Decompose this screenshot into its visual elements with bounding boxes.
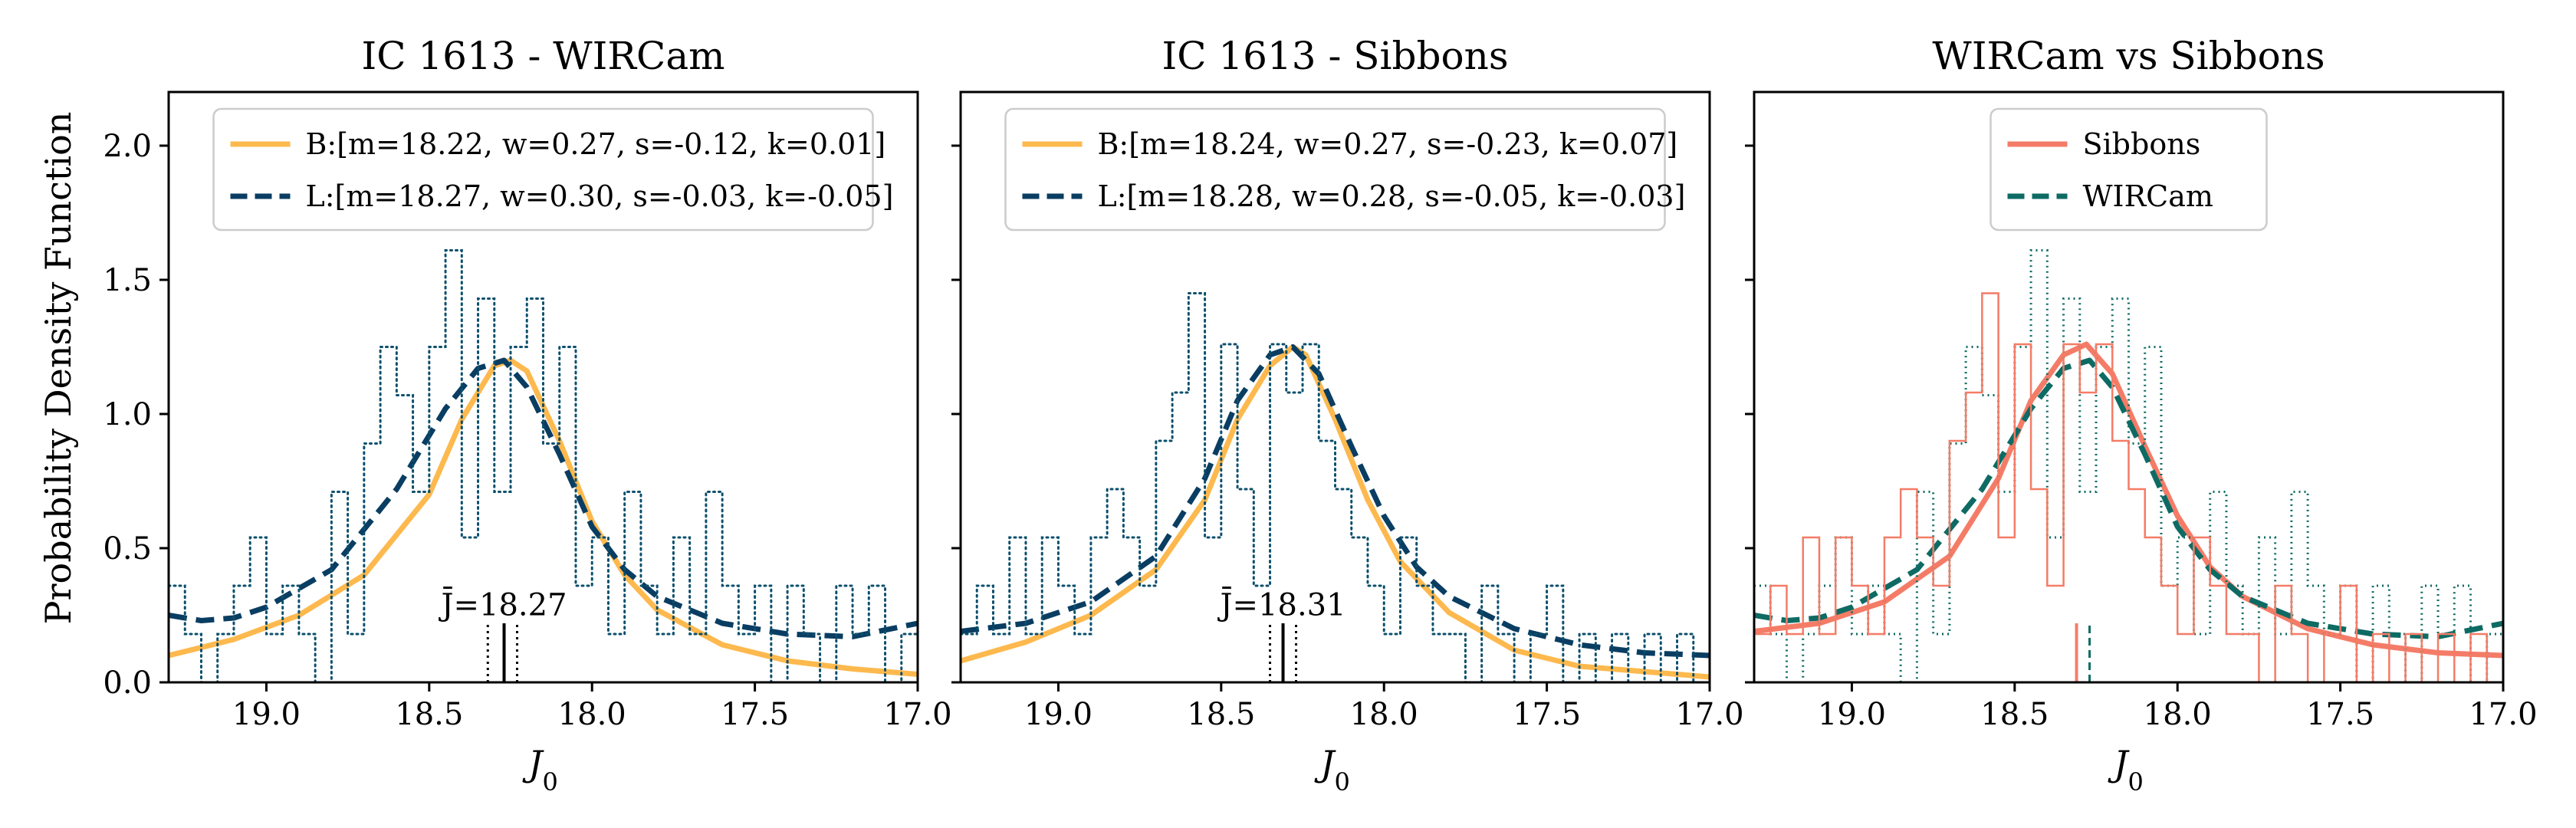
legend-label: B:[m=18.24, w=0.27, s=-0.23, k=0.07] [1098, 127, 1678, 161]
histogram-step-wircam [1754, 249, 2503, 682]
legend-label: WIRCam [2083, 179, 2213, 213]
series-line-2 [1754, 357, 2503, 639]
x-tick-label: 18.0 [558, 697, 626, 732]
legend-label: B:[m=18.22, w=0.27, s=-0.12, k=0.01] [306, 127, 886, 161]
y-tick-label: 0.5 [103, 531, 152, 567]
panel-title: WIRCam vs Sibbons [1932, 34, 2325, 78]
x-axis-label: J0 [522, 743, 558, 797]
panel-1: IC 1613 - WIRCam J̄=18.27 19.0 18.5 18.0 17.5… [103, 34, 951, 797]
series-line-1 [169, 357, 918, 677]
histogram-step [169, 249, 918, 682]
x-axis-label: J0 [2108, 743, 2144, 797]
x-tick-label: 18.0 [1350, 697, 1418, 732]
plot-area [1754, 249, 2503, 682]
legend-box [1004, 107, 1666, 232]
axes-frame [167, 90, 919, 684]
x-tick-label: 19.0 [232, 697, 301, 732]
panel-title: IC 1613 - WIRCam [361, 34, 724, 78]
y-axis-label: Probability Density Function [38, 112, 79, 625]
x-tick-label: 18.5 [1980, 697, 2049, 732]
y-tick-label: 1.5 [103, 263, 152, 298]
x-tick-label: 18.0 [2144, 697, 2212, 732]
x-tick-label: 19.0 [1818, 697, 1886, 732]
legend-label: L:[m=18.27, w=0.30, s=-0.03, k=-0.05] [306, 179, 894, 213]
panel-2: IC 1613 - Sibbons J̄=18.31 19.0 18.5 18.0 17.… [951, 34, 1744, 797]
series-line-1 [1754, 341, 2503, 659]
y-tick-label: 0.0 [103, 665, 152, 701]
plot-area [169, 249, 918, 682]
legend-label: Sibbons [2083, 127, 2201, 161]
series-line-2 [169, 357, 918, 639]
y-tick-label: 2.0 [103, 129, 152, 164]
x-tick-label: 17.0 [883, 697, 951, 732]
x-tick-label: 17.5 [721, 697, 789, 732]
axes-frame [1753, 90, 2505, 684]
y-tick-label: 1.0 [103, 397, 152, 432]
x-tick-label: 17.5 [1513, 697, 1581, 732]
legend-box [212, 107, 874, 232]
panel-3: WIRCam vs Sibbons 19.0 18.5 18.0 17.5 17.0 J0 S… [1745, 34, 2538, 797]
x-axis-label: J0 [1314, 743, 1350, 797]
legend-label: L:[m=18.28, w=0.28, s=-0.05, k=-0.03] [1098, 179, 1686, 213]
x-tick-label: 17.5 [2306, 697, 2374, 732]
mean-annotation: J̄=18.27 [438, 586, 567, 623]
x-tick-label: 18.5 [395, 697, 463, 732]
x-tick-label: 18.5 [1187, 697, 1255, 732]
mean-annotation: J̄=18.31 [1217, 586, 1346, 623]
panel-title: IC 1613 - Sibbons [1162, 34, 1508, 78]
x-tick-label: 19.0 [1024, 697, 1092, 732]
x-tick-label: 17.0 [2469, 697, 2537, 732]
axes-frame [959, 90, 1711, 684]
histogram-step-sibbons [1754, 292, 2503, 682]
histogram-step [961, 292, 1710, 682]
plot-area [961, 292, 1710, 682]
series-line-1 [961, 344, 1710, 680]
x-tick-label: 17.0 [1675, 697, 1743, 732]
legend-box [1990, 107, 2268, 232]
